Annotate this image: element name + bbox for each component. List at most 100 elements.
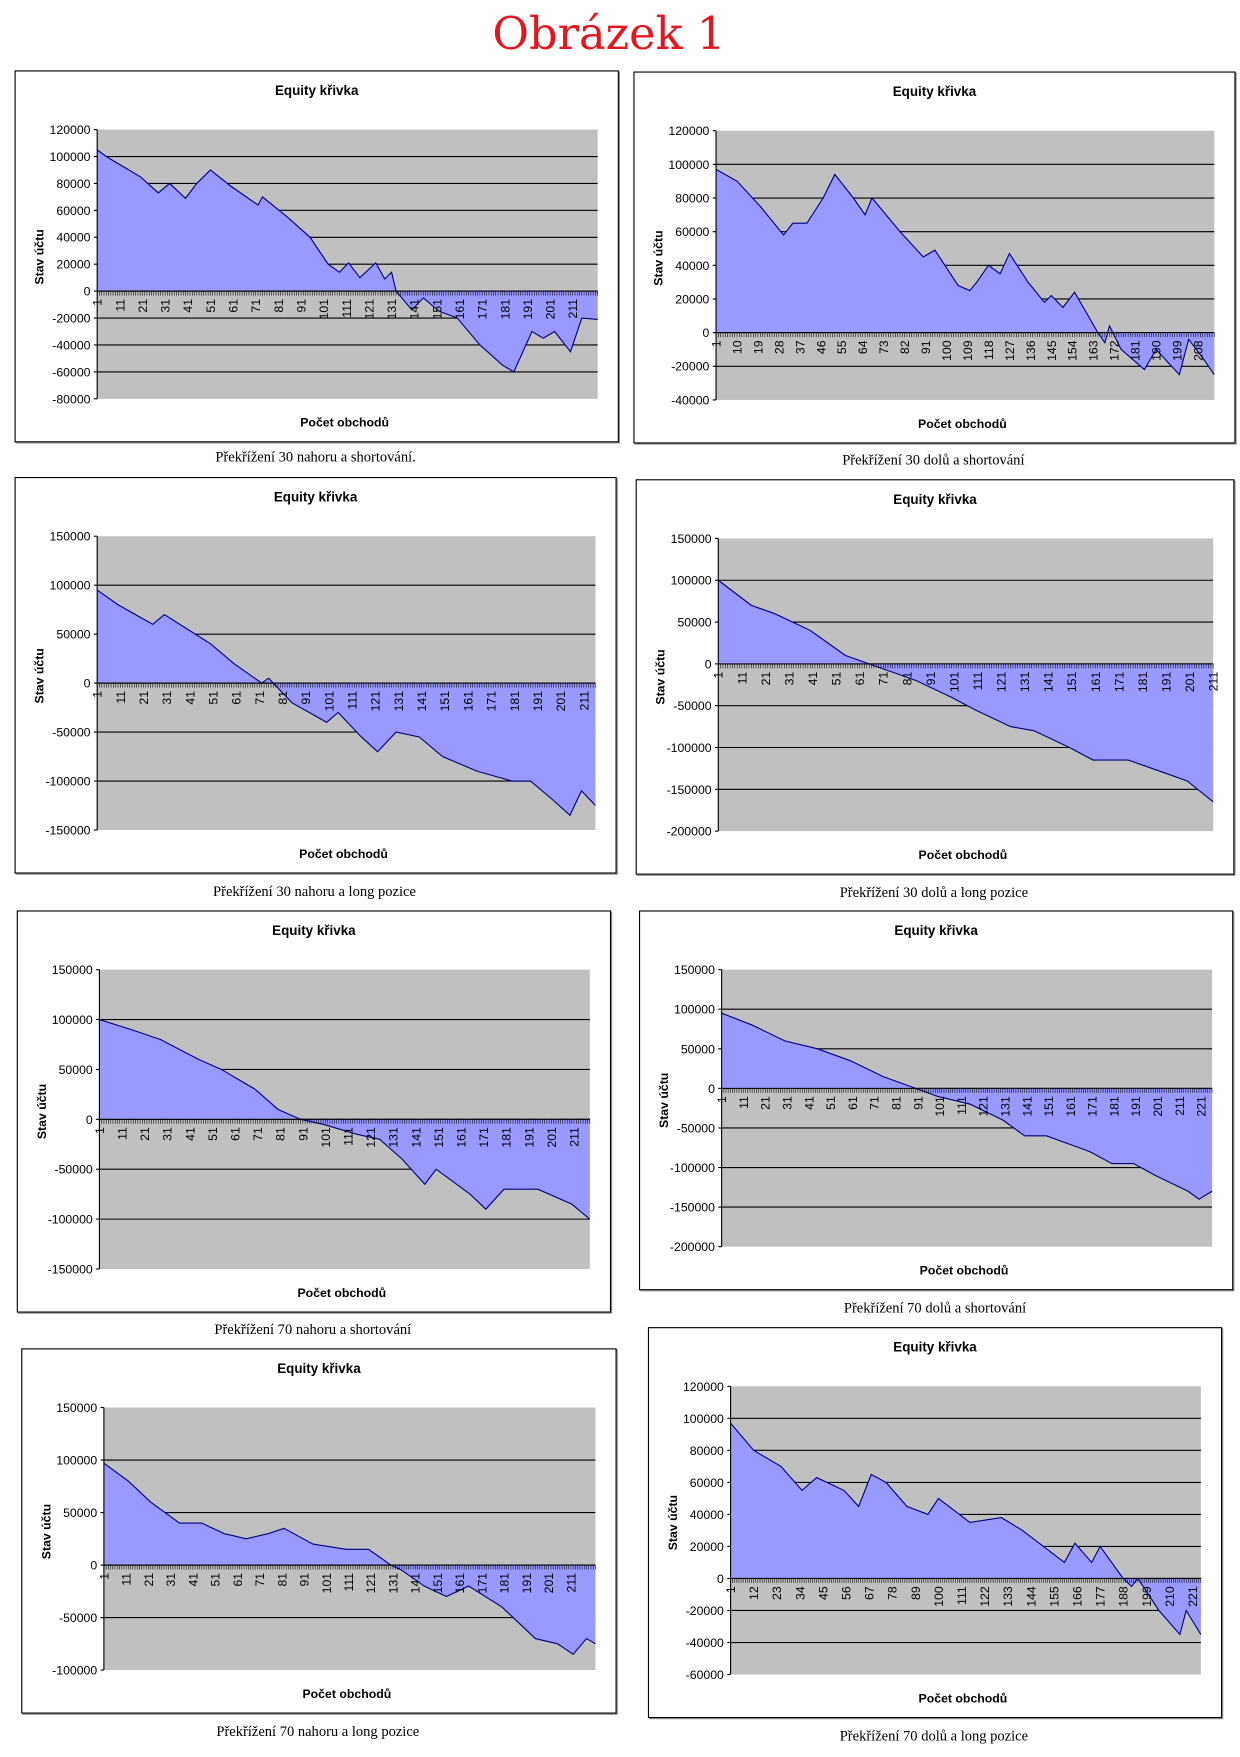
chart-title: Equity křivka [273, 489, 358, 505]
x-tick-label: 71 [868, 1096, 882, 1110]
y-tick-label: 60000 [690, 1476, 724, 1490]
y-tick-label: 100000 [56, 1454, 97, 1468]
chart-caption: Překřížení 30 nahoru a shortování. [215, 447, 416, 465]
y-tick-label: 40000 [690, 1508, 724, 1522]
y-tick-label: -50000 [677, 1121, 715, 1135]
x-tick-label: 73 [877, 340, 891, 354]
y-tick-label: 120000 [50, 123, 91, 137]
y-tick-label: 40000 [675, 259, 709, 273]
y-tick-label: -40000 [52, 338, 90, 352]
x-tick-label: 210 [1163, 1586, 1177, 1607]
x-tick-label: 111 [340, 299, 354, 318]
x-tick-label: 11 [735, 672, 749, 685]
x-tick-label: 100 [932, 1586, 946, 1607]
y-tick-label: 80000 [56, 177, 90, 191]
y-tick-label: 50000 [56, 628, 90, 642]
x-tick-label: 51 [830, 672, 844, 686]
x-tick-label: 122 [978, 1586, 992, 1607]
x-tick-label: 201 [1151, 1096, 1165, 1117]
x-tick-label: 71 [253, 1573, 267, 1587]
x-tick-label: 201 [1183, 672, 1197, 693]
plot-area: -80000 -60000 -40000 -20000 0 20000 40000 60000… [50, 123, 598, 406]
y-tick-label: 0 [705, 657, 712, 671]
y-tick-label: -200000 [670, 1240, 715, 1254]
x-tick-label: 91 [296, 1127, 310, 1141]
x-tick-label: 1 [712, 672, 726, 679]
chart-title: Equity křivka [892, 83, 977, 100]
x-tick-label: 151 [438, 691, 452, 712]
x-tick-label: 151 [430, 299, 444, 320]
x-tick-label: 188 [1117, 1586, 1131, 1607]
x-tick-label: 81 [276, 691, 290, 705]
x-tick-label: 191 [531, 691, 545, 712]
x-tick-label: 23 [770, 1586, 784, 1600]
chart-caption: Překřížení 30 dolů a shortování [842, 451, 1025, 469]
equity-line [717, 579, 1214, 803]
x-tick-label: 71 [249, 299, 263, 313]
x-tick-label: 21 [138, 1127, 152, 1141]
x-tick-label: 41 [183, 1127, 197, 1141]
equity-area [97, 590, 596, 816]
chart-caption: Překřížení 70 dolů a long pozice [839, 1727, 1029, 1744]
y-tick-label: 50000 [63, 1506, 97, 1520]
x-tick-label: 171 [475, 1573, 489, 1594]
x-tick-label: 64 [856, 340, 870, 354]
x-tick-label: 171 [485, 691, 499, 712]
x-tick-label: 121 [364, 1573, 378, 1594]
x-tick-label: 11 [737, 1096, 751, 1109]
x-tick-label: 31 [164, 1573, 178, 1587]
y-tick-label: 100000 [674, 1003, 715, 1017]
x-tick-label: 21 [136, 299, 150, 313]
x-tick-label: 151 [1042, 1096, 1056, 1117]
x-axis-label: Počet obchodů [302, 1687, 392, 1702]
y-tick-label: -150000 [45, 823, 90, 837]
x-tick-label: 211 [577, 691, 591, 711]
y-tick-label: 150000 [50, 530, 91, 544]
x-tick-label: 81 [889, 1096, 903, 1110]
x-tick-label: 201 [544, 299, 558, 320]
y-tick-label: -20000 [671, 360, 709, 374]
x-tick-label: 11 [120, 1573, 134, 1586]
page-title: Obrázek 1 [492, 8, 726, 61]
x-tick-label: 89 [909, 1586, 923, 1600]
equity-area [103, 1463, 596, 1655]
x-tick-label: 81 [274, 1127, 288, 1141]
x-tick-label: 181 [508, 691, 522, 712]
y-tick-label: -40000 [686, 1636, 724, 1650]
x-tick-label: 46 [814, 340, 828, 354]
y-tick-label: 120000 [683, 1380, 724, 1394]
y-tick-label: 20000 [56, 258, 90, 272]
y-tick-label: 0 [84, 285, 91, 299]
x-tick-label: 28 [772, 340, 786, 354]
chart-caption: Překřížení 70 dolů a shortování [843, 1299, 1027, 1316]
x-tick-label: 161 [454, 1127, 468, 1148]
equity-line [721, 1012, 1213, 1200]
chart-equity-70-up-long: Equity křivka Stav účtu Počet obchodů -1… [21, 1348, 617, 1714]
x-tick-label: 109 [961, 340, 975, 361]
x-tick-label: 141 [1042, 672, 1056, 693]
x-tick-label: 101 [322, 691, 336, 712]
x-tick-label: 141 [409, 1573, 423, 1594]
x-tick-label: 91 [919, 340, 933, 354]
chart-caption: Překřížení 70 nahoru a shortování [214, 1320, 412, 1338]
x-tick-label: 51 [209, 1573, 223, 1587]
equity-area [721, 1013, 1213, 1200]
chart-equity-70-up-short: Equity křivka Stav účtu Počet obchodů -1… [16, 910, 612, 1313]
x-tick-label: 127 [1003, 340, 1017, 361]
chart-title: Equity křivka [272, 922, 356, 939]
x-tick-label: 141 [1020, 1096, 1034, 1117]
x-tick-label: 81 [272, 299, 286, 313]
x-tick-label: 161 [461, 691, 475, 712]
plot-area: -60000 -40000 -20000 0 20000 40000 60000 80000 1… [683, 1380, 1202, 1682]
x-tick-label: 1 [710, 340, 724, 347]
x-tick-label: 41 [806, 672, 820, 686]
x-tick-label: 131 [386, 1573, 400, 1594]
x-tick-label: 161 [453, 1573, 467, 1594]
x-tick-label: 1 [91, 691, 105, 698]
y-tick-label: 100000 [683, 1412, 724, 1426]
x-tick-label: 211 [566, 299, 580, 319]
y-tick-label: 20000 [675, 292, 709, 306]
x-tick-label: 31 [159, 299, 173, 313]
y-tick-label: 150000 [671, 532, 712, 546]
